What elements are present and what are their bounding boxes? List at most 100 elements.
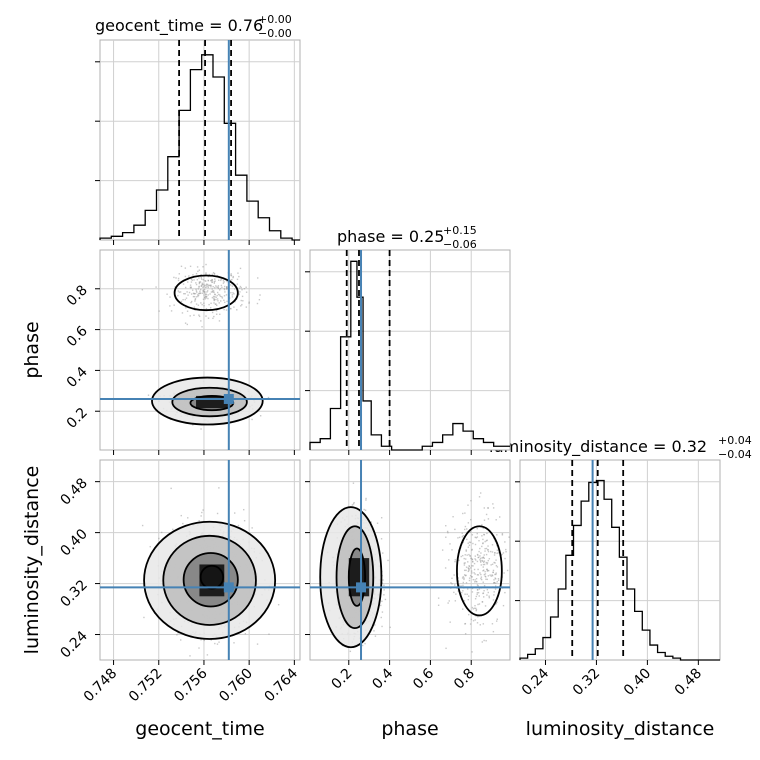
x-tick-label-phase-3: 0.8 [451,666,478,693]
sample-point [232,275,235,278]
sample-point [470,557,472,560]
sample-point [214,286,216,289]
sample-point [243,288,246,290]
sample-point [487,507,489,509]
sample-point [479,557,482,560]
sample-point [467,595,470,597]
sample-point [483,639,485,642]
sample-point [207,275,210,278]
sample-point [195,288,197,291]
sample-point [218,302,220,304]
sample-point [267,396,270,399]
sample-point [210,639,212,641]
sample-point [484,573,487,575]
sample-point [464,512,466,514]
sample-point [484,570,486,573]
sample-point [464,525,467,528]
sample-point [493,591,495,593]
sample-point [489,574,491,576]
sample-point [203,304,205,307]
sample-point [195,272,198,275]
sample-point [458,584,460,586]
sample-point [257,277,259,279]
sample-point [238,275,240,278]
sample-point [258,298,261,301]
sample-point [454,528,456,531]
sample-point [495,519,497,521]
panel-frame-luminosity_distance [519,459,721,661]
sample-point [211,290,214,292]
sample-point [502,604,505,607]
sample-point [364,509,367,511]
sample-point [202,291,205,293]
sample-point [501,533,504,535]
sample-point [189,265,192,268]
sample-point [223,285,226,288]
panel-content-1 [100,460,300,660]
sample-point [190,287,192,289]
sample-point [232,276,234,279]
sample-point [170,310,173,312]
sample-point [441,549,444,551]
sample-point [499,516,501,518]
sample-point [437,597,440,599]
sample-point [212,291,214,293]
sample-point [471,591,474,593]
sample-point [200,639,202,641]
sample-point [195,303,198,305]
sample-point [216,643,219,645]
sample-point [181,312,184,314]
sample-point [472,561,474,563]
sample-point [484,547,486,550]
sample-point [203,290,206,293]
sample-point [468,544,471,546]
sample-point [205,295,207,297]
sample-point [210,284,212,286]
sample-point [465,566,468,568]
sample-point [475,595,478,598]
sample-point [193,279,195,281]
sample-point [468,569,470,572]
sample-point [195,290,198,292]
sample-point [474,579,476,581]
sample-point [210,286,212,288]
sample-point [207,286,210,289]
x-tick-label-geocent_time-3: 0.760 [216,666,256,706]
sample-point [243,520,246,522]
sample-point [240,305,242,307]
sample-point [208,273,211,276]
sample-point [482,563,485,566]
sample-point [462,581,465,584]
sample-point [211,288,213,290]
sample-point [180,300,183,303]
x-axis-label-geocent-time: geocent_time [135,718,264,740]
sample-point [481,545,483,548]
sample-point [221,296,223,298]
sample-point [487,569,490,572]
sample-point [462,534,465,537]
title-geocent-time-plus: +0.00 [258,13,292,26]
sample-point [483,519,486,521]
sample-point [204,292,206,294]
sample-point [465,550,467,552]
sample-point [475,615,477,617]
sample-point [381,611,384,613]
sample-point [482,561,485,564]
sample-point [206,295,208,298]
sample-point [496,544,498,547]
sample-point [218,641,220,643]
sample-point [457,537,459,539]
panel-content-2 [310,460,510,660]
sample-point [200,320,202,322]
sample-point [198,647,200,649]
sample-point [202,509,204,511]
sample-point [477,568,479,571]
x-tick-label-luminosity_distance-2: 0.40 [621,666,654,699]
title-phase: phase = 0.25 +0.15 −0.06 [337,224,477,251]
sample-point [482,542,484,545]
sample-point [481,524,483,526]
sample-point [192,424,194,426]
histogram-geocent_time [99,54,300,241]
sample-point [196,266,199,268]
sample-point [482,592,485,594]
